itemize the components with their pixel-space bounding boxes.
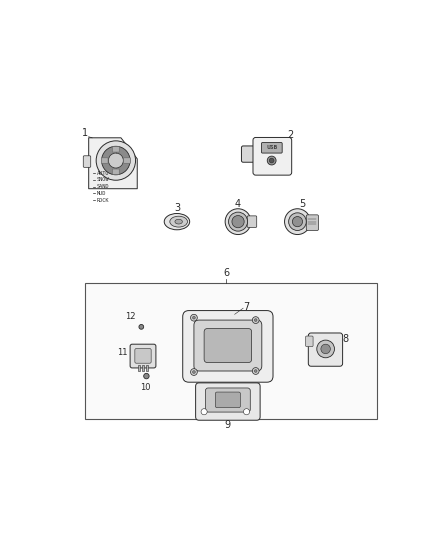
Circle shape	[108, 153, 124, 168]
FancyBboxPatch shape	[215, 392, 240, 408]
Text: 3: 3	[175, 203, 181, 213]
FancyBboxPatch shape	[205, 388, 250, 412]
Circle shape	[191, 314, 197, 321]
Text: 1: 1	[82, 128, 88, 138]
Circle shape	[252, 317, 259, 324]
FancyBboxPatch shape	[247, 216, 257, 228]
Circle shape	[232, 215, 244, 228]
FancyBboxPatch shape	[183, 311, 273, 382]
Text: 7: 7	[244, 302, 250, 311]
Text: 4: 4	[235, 199, 241, 209]
Circle shape	[244, 409, 250, 415]
Circle shape	[321, 344, 330, 354]
Text: ROCK: ROCK	[96, 198, 109, 203]
FancyBboxPatch shape	[241, 146, 258, 162]
Text: 10: 10	[141, 383, 151, 392]
Bar	[138, 365, 140, 370]
Circle shape	[285, 209, 311, 235]
Circle shape	[201, 409, 207, 415]
Ellipse shape	[175, 219, 182, 224]
FancyBboxPatch shape	[135, 349, 151, 363]
Circle shape	[252, 368, 259, 374]
FancyBboxPatch shape	[253, 138, 292, 175]
Bar	[85, 282, 377, 418]
Circle shape	[267, 156, 276, 165]
FancyBboxPatch shape	[83, 156, 91, 167]
FancyBboxPatch shape	[196, 383, 260, 420]
FancyBboxPatch shape	[261, 142, 282, 153]
FancyBboxPatch shape	[113, 169, 119, 174]
Circle shape	[254, 319, 257, 321]
FancyBboxPatch shape	[113, 147, 119, 152]
FancyBboxPatch shape	[308, 333, 343, 366]
Text: 2: 2	[287, 130, 294, 140]
Circle shape	[254, 370, 257, 373]
Circle shape	[289, 213, 306, 230]
Ellipse shape	[164, 214, 190, 230]
Circle shape	[229, 212, 247, 231]
Text: 12: 12	[125, 312, 135, 321]
FancyBboxPatch shape	[124, 158, 131, 163]
Ellipse shape	[170, 216, 187, 227]
FancyBboxPatch shape	[204, 328, 251, 362]
Text: SNOW: SNOW	[96, 177, 109, 182]
Circle shape	[193, 370, 195, 374]
Circle shape	[225, 209, 251, 235]
Circle shape	[193, 317, 195, 319]
Circle shape	[317, 340, 335, 358]
Text: SAND: SAND	[96, 184, 109, 189]
Text: 9: 9	[225, 420, 231, 430]
Text: 5: 5	[300, 199, 306, 209]
FancyBboxPatch shape	[306, 215, 318, 230]
Bar	[142, 365, 144, 370]
Circle shape	[144, 374, 149, 379]
FancyBboxPatch shape	[306, 336, 313, 346]
Text: MUD: MUD	[96, 191, 106, 196]
PathPatch shape	[88, 138, 137, 189]
Text: 6: 6	[223, 268, 229, 278]
Circle shape	[292, 216, 303, 227]
FancyBboxPatch shape	[194, 320, 262, 371]
Bar	[146, 365, 148, 370]
Circle shape	[269, 158, 274, 163]
FancyBboxPatch shape	[130, 344, 156, 368]
Text: 11: 11	[117, 348, 128, 357]
Text: AUTO-: AUTO-	[96, 171, 112, 175]
Circle shape	[191, 369, 197, 375]
Circle shape	[102, 146, 130, 175]
FancyBboxPatch shape	[101, 158, 108, 163]
Circle shape	[139, 325, 144, 329]
Text: USB: USB	[266, 145, 277, 150]
Text: 8: 8	[343, 334, 349, 344]
Circle shape	[96, 141, 135, 180]
